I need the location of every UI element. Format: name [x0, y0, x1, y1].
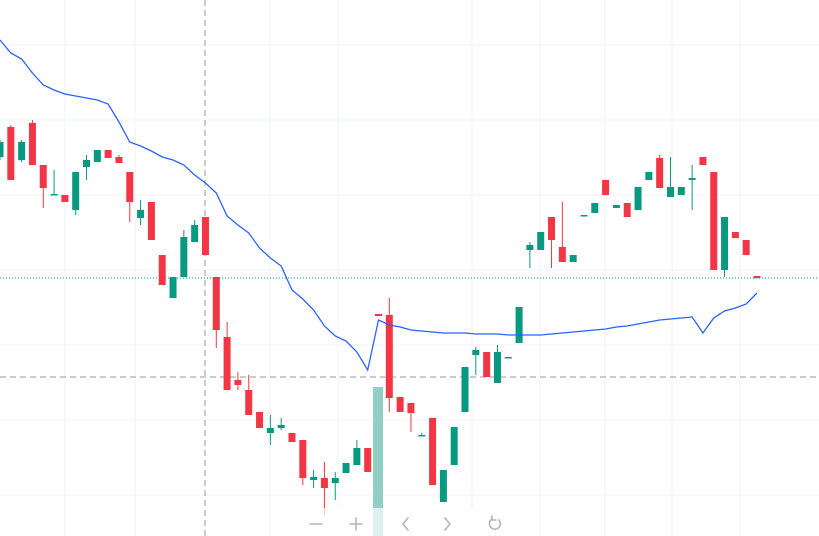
candle-body — [72, 172, 80, 210]
reset-button[interactable] — [488, 515, 502, 530]
candle-body — [677, 187, 685, 195]
candle-body — [28, 123, 36, 165]
zoom-in-button[interactable] — [349, 517, 363, 531]
candle-body — [721, 217, 729, 270]
candle-body — [450, 427, 458, 465]
candle-body — [634, 187, 642, 210]
candle-body — [266, 428, 274, 433]
candle-body — [710, 172, 718, 270]
candle-body — [396, 397, 404, 412]
candle-body — [526, 245, 534, 250]
candle-body — [61, 195, 69, 202]
candle-body — [461, 367, 469, 412]
candle-body — [299, 440, 307, 478]
scroll-left-button[interactable] — [401, 517, 409, 531]
volume-highlight — [373, 387, 383, 536]
candle-body — [364, 448, 372, 472]
candle-body — [147, 202, 155, 240]
candle-body — [158, 255, 166, 285]
candle-body — [277, 425, 285, 428]
candle-body — [407, 403, 415, 413]
candle-body — [493, 352, 501, 383]
candle-body — [742, 240, 750, 255]
candle-body — [548, 217, 556, 240]
scroll-right-button[interactable] — [444, 517, 452, 531]
candle-body — [320, 478, 328, 488]
candle-body — [191, 225, 199, 242]
candle-body — [39, 165, 47, 188]
candle-body — [169, 277, 177, 298]
candle-body — [537, 232, 545, 250]
candle-body — [50, 194, 58, 196]
moving-average-line — [0, 39, 758, 372]
candle-body — [418, 435, 426, 437]
candle-body — [558, 247, 566, 262]
candle-body — [115, 157, 123, 163]
candle-body — [569, 255, 577, 262]
candle-body — [439, 470, 447, 502]
candle-body — [137, 210, 145, 218]
candle-body — [201, 217, 209, 255]
candle-body — [602, 180, 610, 195]
candle-body — [731, 232, 739, 238]
toolbar-bg — [300, 508, 515, 536]
candle-body — [645, 172, 653, 180]
candle-body — [223, 337, 231, 390]
candle-body — [429, 418, 437, 485]
candle-body — [504, 357, 512, 359]
toolbar — [300, 508, 515, 536]
candle-body — [234, 380, 242, 385]
candle-body — [93, 150, 101, 162]
candle-body — [753, 276, 761, 278]
candle-body — [699, 157, 707, 165]
candle-body — [104, 150, 112, 158]
candle-body — [353, 448, 361, 465]
candle-body — [623, 203, 631, 217]
candle-body — [0, 142, 4, 157]
candle-body — [688, 178, 696, 180]
candle-body — [18, 142, 26, 160]
candle-body — [472, 350, 480, 355]
candle-body — [342, 463, 350, 473]
candle-body — [580, 215, 588, 217]
candle-body — [7, 127, 15, 180]
candle-body — [288, 433, 296, 442]
candle-body — [245, 390, 253, 415]
candle-body — [310, 477, 318, 480]
candle-body — [385, 315, 393, 398]
candle-body — [375, 314, 382, 316]
candle-body — [483, 352, 491, 377]
candle-body — [591, 203, 599, 213]
candle-body — [331, 478, 339, 483]
candle-body — [180, 237, 188, 277]
candle-body — [83, 160, 91, 167]
candle-body — [515, 307, 523, 343]
plot — [0, 39, 819, 515]
candle-body — [656, 158, 664, 188]
candle-body — [126, 172, 134, 202]
candle-body — [256, 412, 264, 428]
candle-body — [212, 277, 220, 330]
candle-body — [666, 187, 674, 197]
candle-body — [612, 205, 620, 208]
